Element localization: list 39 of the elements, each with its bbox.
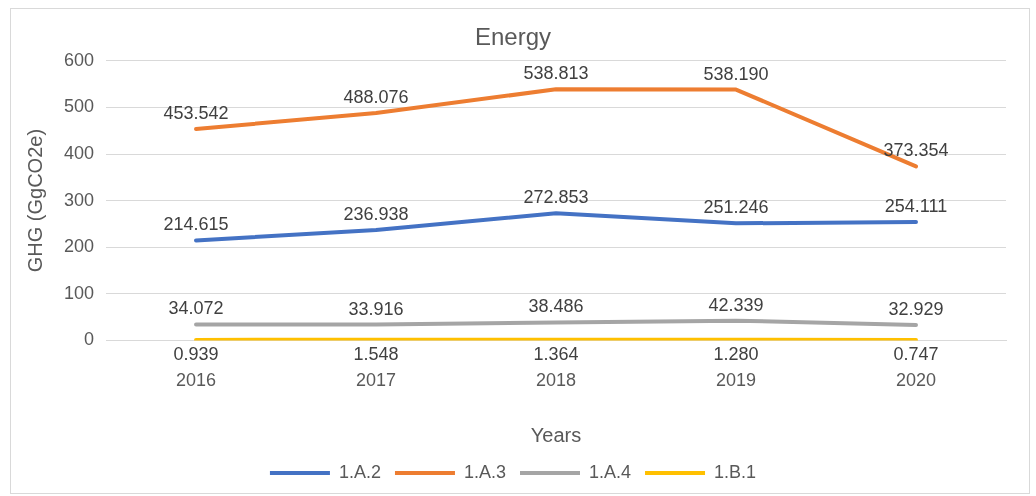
data-label: 1.364 (533, 343, 579, 364)
legend-label: 1.A.4 (589, 461, 632, 482)
y-axis-title: GHG (GgCO2e) (23, 128, 46, 273)
data-label: 254.111 (884, 195, 948, 216)
y-tick-label: 400 (63, 142, 95, 163)
y-tick-label: 600 (63, 49, 95, 70)
data-label: 251.246 (703, 197, 769, 218)
data-label: 1.548 (353, 343, 399, 364)
x-tick-label: 2017 (356, 370, 397, 391)
x-tick-label: 2019 (715, 370, 757, 391)
y-tick-label: 0 (84, 329, 95, 350)
data-label: 0.939 (173, 343, 219, 364)
data-label: 214.615 (163, 214, 229, 235)
chart-title: Energy (474, 23, 552, 51)
y-tick-label: 500 (63, 96, 95, 117)
y-tick-label: 300 (63, 189, 95, 210)
data-label: 32.929 (888, 299, 944, 320)
x-tick-label: 2020 (895, 370, 937, 391)
data-label: 272.853 (523, 187, 589, 208)
data-label: 33.916 (348, 298, 404, 319)
data-label: 42.339 (708, 294, 764, 315)
x-axis-title: Years (530, 423, 582, 446)
legend-label: 1.A.2 (338, 461, 381, 482)
data-label: 1.280 (713, 343, 759, 364)
y-tick-label: 100 (63, 282, 95, 303)
x-tick-label: 2016 (176, 370, 217, 391)
data-label: 453.542 (163, 103, 229, 124)
legend-label: 1.A.3 (463, 461, 506, 482)
data-label: 488.076 (343, 86, 409, 107)
data-label: 34.072 (168, 298, 224, 319)
y-tick-label: 200 (63, 236, 95, 257)
data-label: 538.190 (703, 63, 769, 84)
x-tick-label: 2018 (535, 370, 577, 391)
data-label: 373.354 (883, 140, 949, 161)
data-label: 538.813 (523, 63, 589, 84)
data-label: 0.747 (893, 344, 939, 365)
data-label: 236.938 (343, 203, 409, 224)
legend-label: 1.B.1 (714, 461, 757, 482)
data-label: 38.486 (528, 296, 584, 317)
